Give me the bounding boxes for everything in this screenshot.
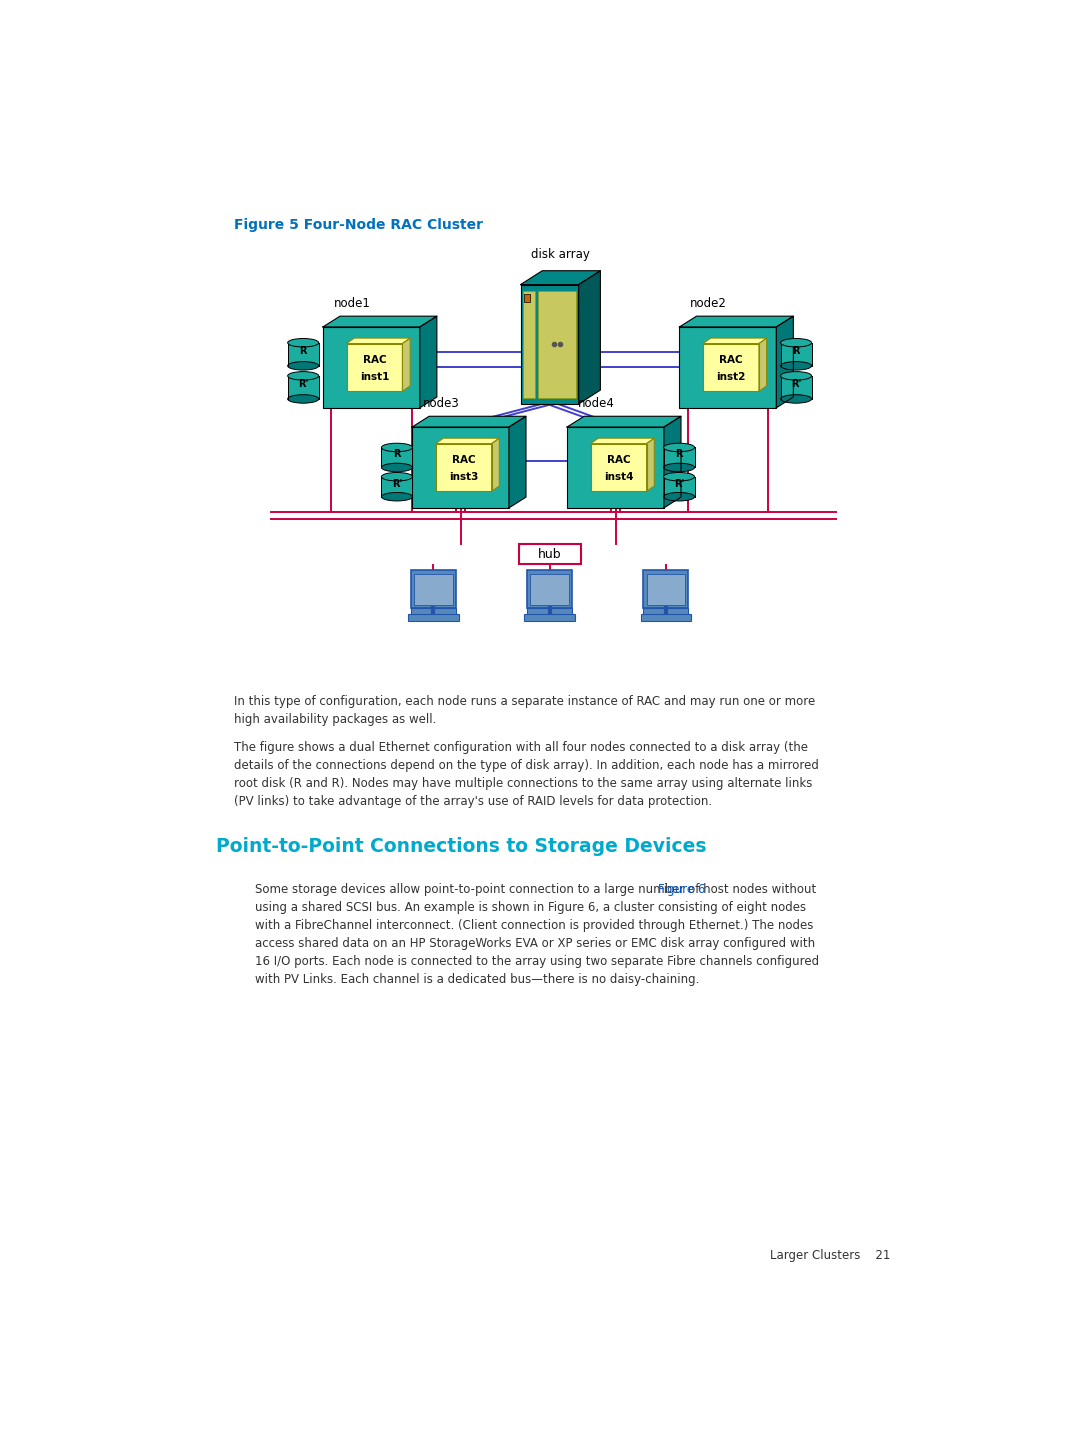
Bar [523, 290, 536, 398]
Ellipse shape [381, 473, 413, 480]
Text: inst1: inst1 [360, 372, 389, 383]
Bar [781, 375, 811, 398]
Ellipse shape [381, 443, 413, 452]
Polygon shape [413, 416, 526, 427]
Ellipse shape [663, 463, 694, 472]
Text: R': R' [392, 479, 402, 489]
Text: inst2: inst2 [716, 372, 745, 383]
Text: Figure 6: Figure 6 [658, 883, 705, 896]
Bar [644, 569, 688, 608]
Bar [525, 614, 575, 621]
Ellipse shape [781, 371, 811, 380]
Ellipse shape [287, 371, 319, 380]
Polygon shape [420, 316, 437, 408]
Ellipse shape [663, 473, 694, 480]
Text: Figure 5 Four-Node RAC Cluster: Figure 5 Four-Node RAC Cluster [234, 219, 483, 232]
Text: hub: hub [538, 548, 562, 561]
Ellipse shape [781, 338, 811, 347]
Polygon shape [647, 439, 654, 492]
Text: Point-to-Point Connections to Storage Devices: Point-to-Point Connections to Storage De… [216, 837, 707, 856]
Ellipse shape [287, 338, 319, 347]
Polygon shape [567, 416, 681, 427]
Bar [323, 326, 420, 408]
Bar [414, 574, 453, 604]
Text: R: R [793, 347, 800, 357]
Bar [287, 375, 319, 398]
Bar [347, 344, 403, 391]
Bar [663, 477, 694, 496]
Text: The figure shows a dual Ethernet configuration with all four nodes connected to : The figure shows a dual Ethernet configu… [234, 741, 819, 808]
Text: disk array: disk array [531, 249, 590, 262]
Bar [435, 443, 491, 492]
Text: RAC: RAC [363, 355, 387, 365]
Text: node1: node1 [334, 298, 370, 311]
Ellipse shape [287, 361, 319, 370]
Polygon shape [509, 416, 526, 508]
Bar [567, 427, 664, 508]
Text: RAC: RAC [451, 454, 475, 464]
Text: node3: node3 [422, 397, 459, 410]
Text: R: R [393, 450, 401, 459]
Bar [410, 608, 456, 614]
Ellipse shape [287, 394, 319, 403]
Polygon shape [664, 416, 681, 508]
Text: R': R' [674, 479, 685, 489]
Text: R: R [299, 347, 307, 357]
Bar [663, 447, 694, 467]
Bar [408, 614, 459, 621]
Ellipse shape [663, 492, 694, 500]
Bar [381, 447, 413, 467]
Polygon shape [777, 316, 794, 408]
Bar [644, 608, 688, 614]
Text: node4: node4 [578, 397, 615, 410]
Bar [538, 290, 576, 398]
Ellipse shape [381, 492, 413, 500]
Text: RAC: RAC [607, 454, 631, 464]
Text: node2: node2 [690, 298, 727, 311]
Polygon shape [347, 338, 410, 344]
Text: R': R' [791, 380, 801, 390]
Polygon shape [579, 270, 600, 404]
Ellipse shape [663, 443, 694, 452]
Bar [679, 326, 777, 408]
Bar [524, 293, 530, 302]
Bar [640, 614, 691, 621]
Text: Some storage devices allow point-to-point connection to a large number of host n: Some storage devices allow point-to-poin… [255, 883, 820, 986]
Bar [591, 443, 647, 492]
Ellipse shape [781, 361, 811, 370]
Bar [530, 574, 569, 604]
Bar [381, 477, 413, 496]
Polygon shape [403, 338, 410, 391]
Polygon shape [591, 439, 654, 443]
Text: inst4: inst4 [604, 472, 633, 482]
Polygon shape [679, 316, 794, 326]
Text: Larger Clusters    21: Larger Clusters 21 [770, 1248, 891, 1261]
Text: inst3: inst3 [449, 472, 478, 482]
Polygon shape [435, 439, 499, 443]
Bar [413, 427, 509, 508]
Bar [703, 344, 759, 391]
Ellipse shape [381, 463, 413, 472]
Polygon shape [491, 439, 499, 492]
Polygon shape [323, 316, 437, 326]
Text: R: R [675, 450, 683, 459]
Ellipse shape [781, 394, 811, 403]
Bar [287, 342, 319, 365]
Text: In this type of configuration, each node runs a separate instance of RAC and may: In this type of configuration, each node… [234, 695, 815, 726]
Polygon shape [703, 338, 767, 344]
Bar [781, 342, 811, 365]
Bar [521, 285, 579, 404]
Polygon shape [759, 338, 767, 391]
Text: RAC: RAC [719, 355, 743, 365]
Polygon shape [521, 270, 600, 285]
Bar [410, 569, 456, 608]
Bar [647, 574, 685, 604]
Bar [527, 569, 572, 608]
Bar [518, 545, 581, 565]
Text: R': R' [298, 380, 309, 390]
Bar [527, 608, 572, 614]
